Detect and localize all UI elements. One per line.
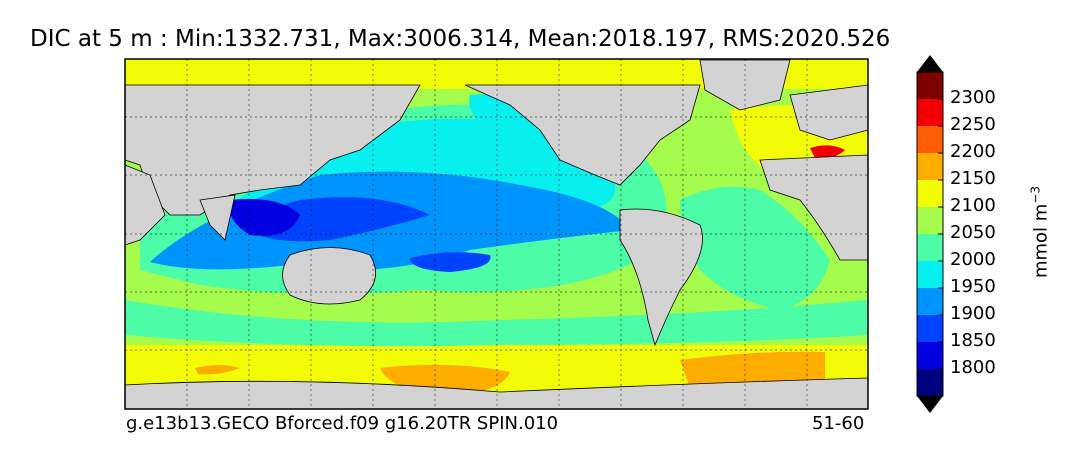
footer-case-name: g.e13b13.GECO Bforced.f09 g16.20TR SPIN.… bbox=[126, 413, 559, 434]
land-europe bbox=[789, 84, 868, 141]
grid-lines bbox=[125, 59, 868, 409]
footer-years: 51-60 bbox=[812, 413, 865, 434]
colorbar-segment bbox=[917, 72, 943, 99]
colorbar-tick-label: 2000 bbox=[950, 249, 996, 270]
colorbar-tick-label: 2150 bbox=[950, 168, 996, 189]
colorbar-segment bbox=[917, 288, 943, 315]
land-india bbox=[199, 194, 236, 241]
land-south-america bbox=[619, 208, 703, 347]
land-asia bbox=[125, 84, 421, 216]
colorbar-extend-max bbox=[917, 55, 943, 72]
colorbar-tick-label: 2200 bbox=[950, 141, 996, 162]
chart-title: DIC at 5 m : Min:1332.731, Max:3006.314,… bbox=[30, 26, 891, 52]
land-north-america bbox=[464, 84, 701, 186]
gyre-1900 bbox=[410, 252, 491, 272]
colorbar-segment bbox=[917, 207, 943, 234]
colorbar-segment bbox=[917, 153, 943, 180]
colorbar-segment bbox=[917, 234, 943, 261]
colorbar-tick-label: 1950 bbox=[950, 276, 996, 297]
colorbar-segment bbox=[917, 99, 943, 126]
colorbar-segment bbox=[917, 342, 943, 369]
colorbar-segment bbox=[917, 180, 943, 207]
warm-pool-1850 bbox=[229, 199, 300, 236]
colorbar-tick-label: 1850 bbox=[950, 330, 996, 351]
colorbar-segment bbox=[917, 315, 943, 342]
colorbar-tick-label: 2250 bbox=[950, 114, 996, 135]
colorbar-tick-label: 2050 bbox=[950, 222, 996, 243]
colorbar-tick-label: 1900 bbox=[950, 303, 996, 324]
mediterranean-2250 bbox=[810, 145, 845, 159]
land-australia bbox=[282, 247, 377, 305]
pacific-1900 bbox=[250, 197, 430, 242]
land-africa-east bbox=[125, 164, 166, 246]
colorbar-tick-label: 2100 bbox=[950, 195, 996, 216]
colorbar-extend-min bbox=[917, 396, 943, 413]
south-2200-c bbox=[195, 365, 240, 375]
colorbar-segment bbox=[917, 261, 943, 288]
colorbar-segment bbox=[917, 369, 943, 396]
colorbar-units-label: mmol m−3 bbox=[1028, 185, 1052, 279]
colorbar-tick-label: 2300 bbox=[950, 87, 996, 108]
atlantic-2050 bbox=[680, 186, 830, 310]
colorbar-segment bbox=[917, 126, 943, 153]
map-frame bbox=[124, 58, 869, 410]
colorbar-tick-label: 1800 bbox=[950, 357, 996, 378]
